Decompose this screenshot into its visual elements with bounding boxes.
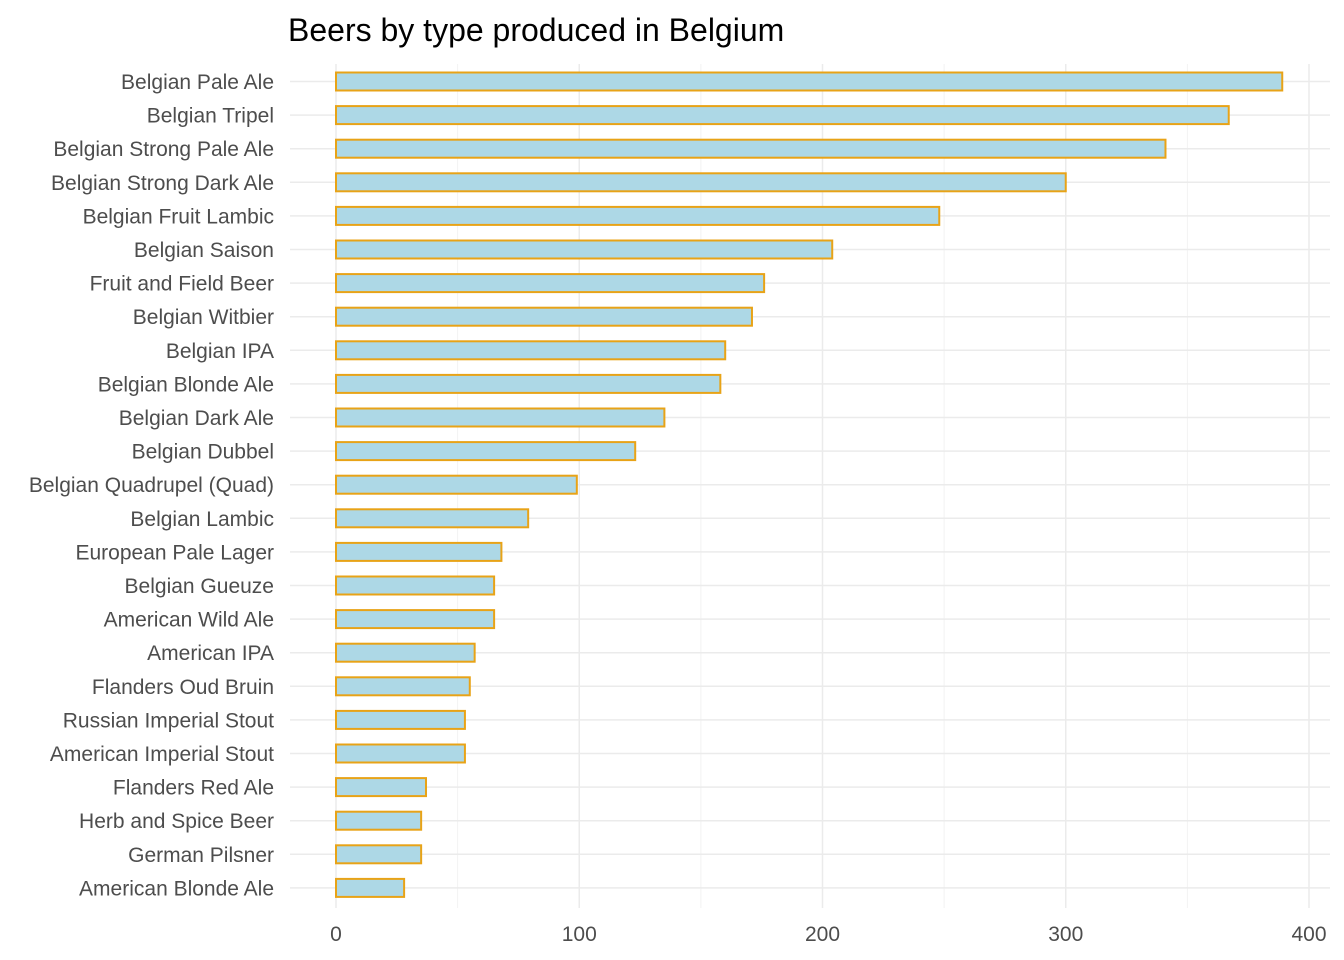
bar (335, 71, 1284, 92)
bar (335, 373, 722, 394)
category-label: Belgian Dubbel (132, 441, 274, 464)
bar (335, 642, 476, 663)
category-label: Belgian Lambic (130, 508, 274, 531)
bar (335, 508, 530, 529)
bar (335, 306, 753, 327)
category-labels: Belgian Pale Ale Belgian Tripel Belgian St… (29, 71, 274, 900)
category-label: Belgian Pale Ale (121, 71, 274, 94)
category-label: American Wild Ale (104, 609, 274, 632)
bar (335, 340, 727, 361)
bar (335, 609, 496, 630)
category-label: Belgian Strong Dark Ale (51, 172, 274, 195)
category-label: Flanders Red Ale (113, 777, 274, 800)
category-label: German Pilsner (128, 844, 274, 867)
bar (335, 877, 406, 898)
bar (335, 844, 423, 865)
bar (335, 575, 496, 596)
category-label: Belgian Witbier (133, 306, 274, 329)
category-label: American Blonde Ale (79, 877, 274, 900)
category-label: Belgian Fruit Lambic (83, 205, 274, 228)
bars-group (335, 71, 1284, 898)
category-label: Belgian Dark Ale (119, 407, 274, 430)
x-tick-label: 200 (805, 923, 840, 946)
bar (335, 273, 766, 294)
bar (335, 172, 1067, 193)
bar (335, 239, 834, 260)
bar (335, 138, 1167, 159)
category-label: Belgian Blonde Ale (98, 373, 274, 396)
bar (335, 743, 466, 764)
bar (335, 205, 941, 226)
bar (335, 810, 423, 831)
bar (335, 105, 1230, 126)
category-label: American IPA (147, 642, 274, 665)
category-label: Belgian Tripel (147, 105, 274, 128)
category-label: Belgian Gueuze (125, 575, 274, 598)
bar (335, 709, 466, 730)
category-label: Belgian Quadrupel (Quad) (29, 474, 274, 497)
x-tick-label: 100 (562, 923, 597, 946)
bar (335, 474, 578, 495)
category-label: European Pale Lager (76, 541, 275, 564)
category-label: Flanders Oud Bruin (92, 676, 274, 699)
bar (335, 407, 666, 428)
x-tick-label: 400 (1291, 923, 1326, 946)
category-label: Herb and Spice Beer (79, 810, 274, 833)
category-label: Belgian IPA (166, 340, 274, 363)
bar (335, 676, 471, 697)
category-label: Russian Imperial Stout (63, 709, 274, 732)
category-label: American Imperial Stout (50, 743, 274, 766)
category-label: Belgian Strong Pale Ale (53, 138, 274, 161)
bar (335, 441, 637, 462)
x-tick-label: 300 (1048, 923, 1083, 946)
category-label: Belgian Saison (134, 239, 274, 262)
bar (335, 777, 428, 798)
bar (335, 541, 503, 562)
chart-title: Beers by type produced in Belgium (288, 12, 784, 48)
category-label: Fruit and Field Beer (90, 273, 274, 296)
x-axis-tick-labels: 0 100 200 300 400 (330, 923, 1326, 946)
x-tick-label: 0 (330, 923, 342, 946)
